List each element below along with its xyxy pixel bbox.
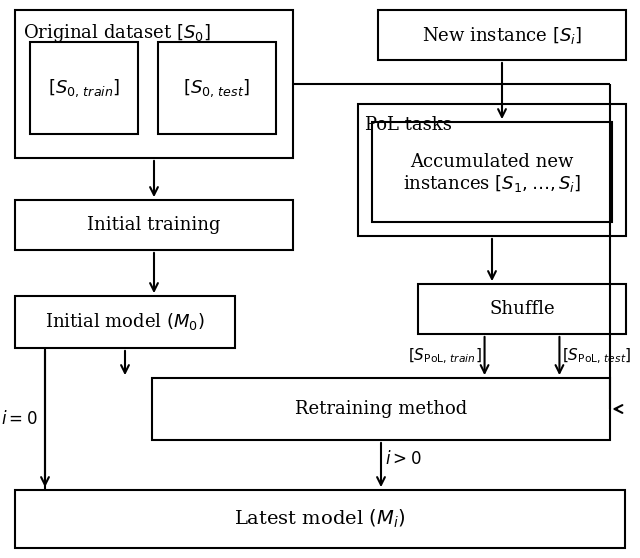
Text: Initial model $(M_0)$: Initial model $(M_0)$ bbox=[45, 311, 205, 333]
Bar bbox=[358, 104, 626, 236]
Bar bbox=[378, 10, 626, 60]
Text: $[S_{0,\,test}]$: $[S_{0,\,test}]$ bbox=[184, 77, 251, 99]
Text: Accumulated new: Accumulated new bbox=[410, 153, 573, 171]
Text: $i=0$: $i=0$ bbox=[1, 410, 37, 428]
Text: Latest model $(M_i)$: Latest model $(M_i)$ bbox=[234, 508, 406, 530]
Text: Shuffle: Shuffle bbox=[489, 300, 555, 318]
Bar bbox=[158, 42, 276, 134]
Text: $[S_{\mathrm{PoL},\,\mathit{train}}]$: $[S_{\mathrm{PoL},\,\mathit{train}}]$ bbox=[408, 347, 481, 365]
Text: Initial training: Initial training bbox=[87, 216, 221, 234]
Bar bbox=[418, 284, 626, 334]
Text: Original dataset $[S_0]$: Original dataset $[S_0]$ bbox=[23, 22, 211, 44]
Text: Retraining method: Retraining method bbox=[295, 400, 467, 418]
Text: instances $[S_1, \ldots, S_i]$: instances $[S_1, \ldots, S_i]$ bbox=[403, 174, 581, 195]
Bar bbox=[15, 10, 293, 158]
Text: New instance $[S_i]$: New instance $[S_i]$ bbox=[422, 25, 582, 46]
Bar bbox=[15, 296, 235, 348]
Bar bbox=[152, 378, 610, 440]
Bar bbox=[30, 42, 138, 134]
Text: PoL tasks: PoL tasks bbox=[365, 116, 452, 134]
Bar bbox=[15, 490, 625, 548]
Bar bbox=[372, 122, 612, 222]
Text: $i>0$: $i>0$ bbox=[385, 450, 422, 468]
Text: $[S_{0,\,train}]$: $[S_{0,\,train}]$ bbox=[48, 77, 120, 99]
Bar bbox=[15, 200, 293, 250]
Text: $[S_{\mathrm{PoL},\,\mathit{test}}]$: $[S_{\mathrm{PoL},\,\mathit{test}}]$ bbox=[563, 347, 632, 365]
